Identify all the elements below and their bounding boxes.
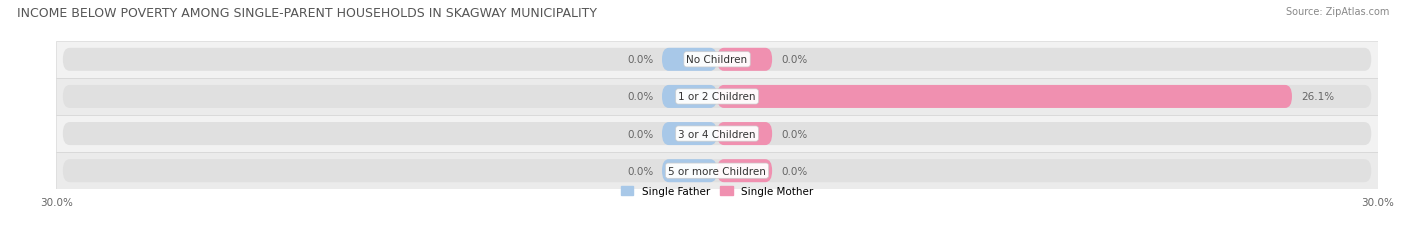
FancyBboxPatch shape: [662, 122, 717, 146]
Text: 0.0%: 0.0%: [627, 129, 654, 139]
Bar: [56, 42, 1378, 79]
Text: INCOME BELOW POVERTY AMONG SINGLE-PARENT HOUSEHOLDS IN SKAGWAY MUNICIPALITY: INCOME BELOW POVERTY AMONG SINGLE-PARENT…: [17, 7, 598, 20]
Text: No Children: No Children: [686, 55, 748, 65]
Text: 5 or more Children: 5 or more Children: [668, 166, 766, 176]
FancyBboxPatch shape: [63, 122, 1371, 146]
FancyBboxPatch shape: [717, 159, 772, 182]
FancyBboxPatch shape: [717, 49, 772, 72]
FancyBboxPatch shape: [662, 85, 717, 109]
Bar: [56, 116, 1378, 152]
Text: Source: ZipAtlas.com: Source: ZipAtlas.com: [1285, 7, 1389, 17]
Legend: Single Father, Single Mother: Single Father, Single Mother: [621, 186, 813, 196]
FancyBboxPatch shape: [717, 122, 772, 146]
FancyBboxPatch shape: [63, 159, 1371, 182]
Text: 0.0%: 0.0%: [627, 92, 654, 102]
Text: 0.0%: 0.0%: [780, 55, 807, 65]
Bar: [56, 152, 1378, 189]
FancyBboxPatch shape: [63, 85, 1371, 109]
FancyBboxPatch shape: [662, 159, 717, 182]
Text: 26.1%: 26.1%: [1301, 92, 1334, 102]
Text: 0.0%: 0.0%: [780, 166, 807, 176]
FancyBboxPatch shape: [717, 85, 1292, 109]
FancyBboxPatch shape: [63, 49, 1371, 72]
Bar: [56, 79, 1378, 116]
Text: 1 or 2 Children: 1 or 2 Children: [678, 92, 756, 102]
FancyBboxPatch shape: [662, 49, 717, 72]
Text: 3 or 4 Children: 3 or 4 Children: [678, 129, 756, 139]
Text: 0.0%: 0.0%: [780, 129, 807, 139]
Text: 0.0%: 0.0%: [627, 55, 654, 65]
Text: 0.0%: 0.0%: [627, 166, 654, 176]
